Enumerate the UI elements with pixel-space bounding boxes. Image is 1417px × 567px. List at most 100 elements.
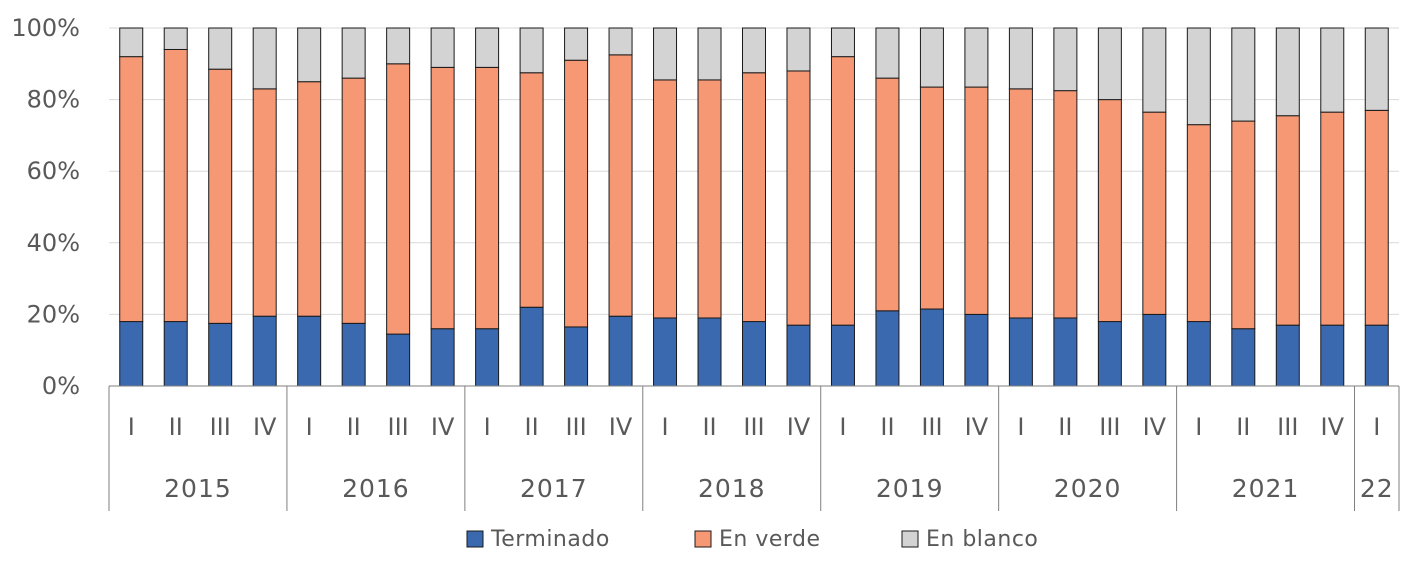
quarter-label: III — [565, 413, 586, 441]
bar-segment-en-verde — [1142, 111, 1167, 315]
bar-segment-en-blanco — [1231, 27, 1256, 122]
quarter-label: III — [921, 413, 942, 441]
bar-segment-terminado — [786, 324, 811, 387]
quarter-label: IV — [431, 413, 455, 441]
legend-swatch — [901, 530, 919, 548]
bar-segment-terminado — [1320, 324, 1345, 387]
bar-segment-en-verde — [341, 77, 366, 324]
bar-segment-terminado — [830, 324, 855, 387]
year-label: 2017 — [520, 474, 588, 503]
bar-segment-en-verde — [1008, 88, 1033, 319]
quarter-label: III — [388, 413, 409, 441]
quarter-label: II — [347, 413, 361, 441]
bar-segment-en-blanco — [297, 27, 322, 83]
y-tick-label: 20% — [27, 300, 80, 328]
quarter-label: II — [525, 413, 539, 441]
bar-segment-en-blanco — [386, 27, 411, 65]
bar-segment-terminado — [919, 308, 944, 387]
bar-segment-terminado — [964, 313, 989, 387]
bar-segment-en-blanco — [919, 27, 944, 88]
bar-segment-en-verde — [297, 81, 322, 317]
bar-segment-en-blanco — [653, 27, 678, 81]
year-label: 2015 — [164, 474, 232, 503]
quarter-label: IV — [787, 413, 811, 441]
bar-segment-terminado — [1231, 328, 1256, 387]
quarter-label: III — [1277, 413, 1298, 441]
bar-segment-en-blanco — [1142, 27, 1167, 113]
bar-segment-en-verde — [1320, 111, 1345, 326]
bar-segment-en-verde — [1053, 90, 1078, 319]
bar-segment-terminado — [1008, 317, 1033, 387]
year-label: 2018 — [698, 474, 766, 503]
bar-segment-terminado — [1186, 321, 1211, 387]
bar-segment-en-verde — [208, 68, 233, 324]
bar-segment-en-verde — [742, 72, 766, 323]
x-axis: I II III IV I II III IV I II III IV I II III IV I II III IV… — [108, 385, 1400, 511]
y-tick-label: 80% — [27, 86, 80, 114]
bar-segment-terminado — [875, 310, 900, 387]
y-tick-label: 100% — [11, 14, 80, 42]
quarter-label: II — [880, 413, 894, 441]
year-label: 22 — [1360, 474, 1394, 503]
quarter-label: I — [306, 413, 313, 441]
bar-segment-en-verde — [252, 88, 277, 317]
bar-segment-en-blanco — [564, 27, 589, 61]
y-axis: 0% 20% 40% 60% 80% 100% — [11, 14, 80, 400]
bar-segment-en-blanco — [208, 27, 233, 70]
bar-segment-en-blanco — [608, 27, 633, 56]
bar-segment-terminado — [1142, 313, 1167, 387]
bar-segment-en-blanco — [1364, 27, 1389, 111]
bar-segment-terminado — [608, 315, 633, 387]
quarter-label: IV — [1321, 413, 1345, 441]
bar-segment-terminado — [1053, 317, 1078, 387]
bar-segment-en-verde — [564, 59, 589, 328]
quarter-label: II — [169, 413, 183, 441]
bar-segment-en-verde — [1364, 109, 1389, 326]
bar-segment-en-blanco — [1320, 27, 1345, 113]
bar-segment-en-verde — [697, 79, 722, 319]
bar-segment-en-verde — [475, 66, 500, 330]
y-tick-label: 0% — [42, 372, 80, 400]
bar-segment-en-blanco — [119, 27, 144, 58]
quarter-label: III — [743, 413, 764, 441]
y-tick-label: 40% — [27, 229, 80, 257]
bar-segment-en-blanco — [786, 27, 811, 72]
bar-segment-terminado — [252, 315, 277, 387]
bar-segment-en-blanco — [252, 27, 277, 90]
year-label: 2019 — [876, 474, 944, 503]
bar-segment-en-blanco — [1186, 27, 1211, 126]
quarter-label: IV — [609, 413, 633, 441]
quarter-label: I — [661, 413, 668, 441]
bar-segment-terminado — [386, 333, 411, 387]
year-label: 2016 — [342, 474, 410, 503]
year-label: 2021 — [1232, 474, 1300, 503]
quarter-label: I — [484, 413, 491, 441]
bar-segment-en-blanco — [964, 27, 989, 88]
quarter-label: III — [1099, 413, 1120, 441]
bar-segment-terminado — [430, 328, 455, 387]
bar-segment-en-verde — [875, 77, 900, 312]
bar-segment-terminado — [119, 321, 144, 387]
quarter-label: I — [1373, 413, 1380, 441]
bar-segment-en-blanco — [1008, 27, 1033, 90]
bar-segment-en-verde — [1231, 120, 1256, 330]
bar-segment-en-blanco — [830, 27, 855, 58]
quarter-label: IV — [965, 413, 989, 441]
quarter-label: I — [839, 413, 846, 441]
bar-segment-en-verde — [919, 86, 944, 310]
bar-segment-terminado — [1275, 324, 1300, 387]
bar-segment-en-blanco — [1275, 27, 1300, 117]
bar-segment-terminado — [653, 317, 678, 387]
bar-segment-terminado — [1097, 321, 1122, 387]
bar-segment-terminado — [341, 322, 366, 387]
bar-segment-en-verde — [430, 66, 455, 330]
quarter-label: IV — [253, 413, 277, 441]
quarter-label: II — [702, 413, 716, 441]
quarter-label: I — [1195, 413, 1202, 441]
bar-segment-en-verde — [163, 48, 188, 323]
bar-segment-en-verde — [1097, 99, 1122, 323]
legend-swatch — [694, 530, 712, 548]
quarter-label: II — [1236, 413, 1250, 441]
bars — [119, 27, 1389, 387]
